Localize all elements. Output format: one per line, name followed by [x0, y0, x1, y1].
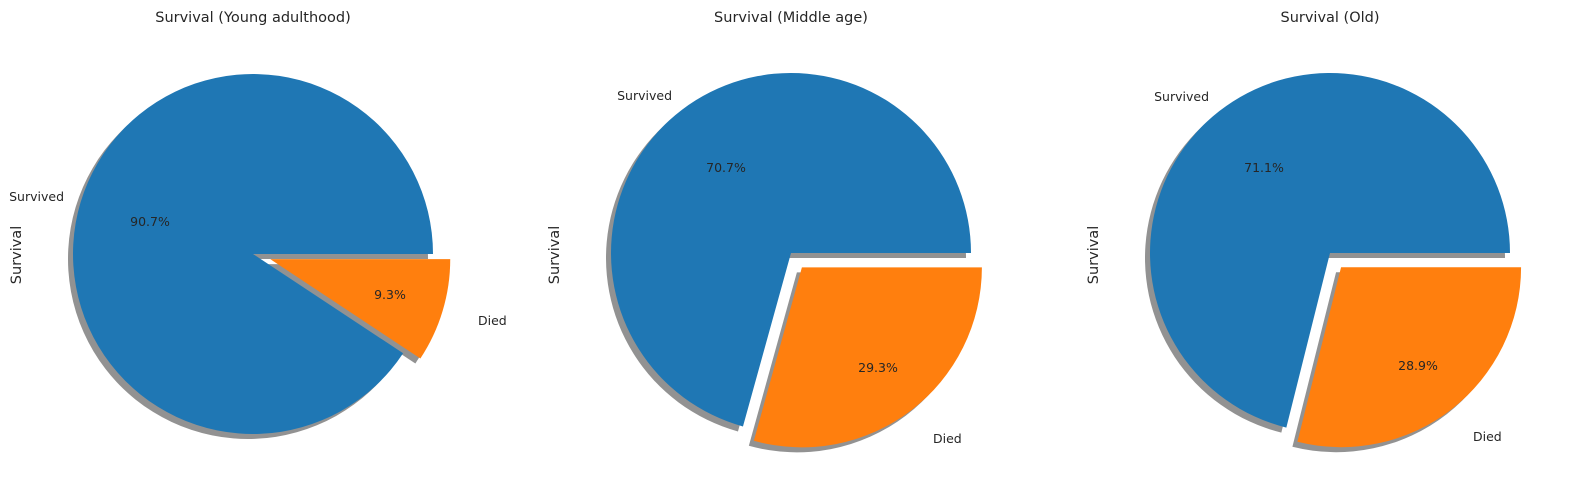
pie-slices [67, 73, 451, 440]
slice-wedges [1150, 72, 1522, 448]
percent-label-survived: 70.7% [706, 160, 746, 175]
pie-slices [606, 73, 982, 453]
y-axis-label: Survival [1086, 226, 1102, 284]
pie-slices [1145, 72, 1522, 453]
percent-label-died: 9.3% [374, 287, 406, 302]
slice-label-died: Died [1473, 429, 1502, 444]
y-axis-label: Survival [547, 226, 563, 284]
slice-label-survived: Survived [1154, 89, 1209, 104]
chart-title: Survival (Old) [1280, 10, 1379, 26]
chart-title: Survival (Young adulthood) [155, 10, 351, 26]
slice-label-died: Died [933, 431, 962, 446]
slice-label-survived: Survived [9, 189, 64, 204]
percent-label-survived: 71.1% [1244, 160, 1284, 175]
slice-wedges [73, 73, 451, 434]
y-axis-label: Survival [9, 226, 25, 284]
pie-chart-middle-age: Survival (Middle age) Survival Survived … [547, 10, 982, 453]
pie-chart-young-adulthood: Survival (Young adulthood) Survival Surv… [9, 10, 507, 440]
pie-slice-died [1297, 267, 1522, 448]
slice-wedges [611, 73, 982, 448]
pie-slice-survived [73, 73, 434, 434]
slice-label-died: Died [478, 313, 507, 328]
slice-label-survived: Survived [617, 88, 672, 103]
pie-slice-survived [1150, 72, 1510, 428]
pie-slice-died [270, 259, 451, 359]
pie-slice-survived [611, 73, 971, 427]
percent-label-survived: 90.7% [130, 214, 170, 229]
pie-chart-old: Survival (Old) Survival Survived Died 71… [1086, 10, 1522, 453]
chart-title: Survival (Middle age) [714, 10, 868, 26]
percent-label-died: 29.3% [858, 360, 898, 375]
pie-slice-died [753, 267, 982, 448]
percent-label-died: 28.9% [1398, 358, 1438, 373]
